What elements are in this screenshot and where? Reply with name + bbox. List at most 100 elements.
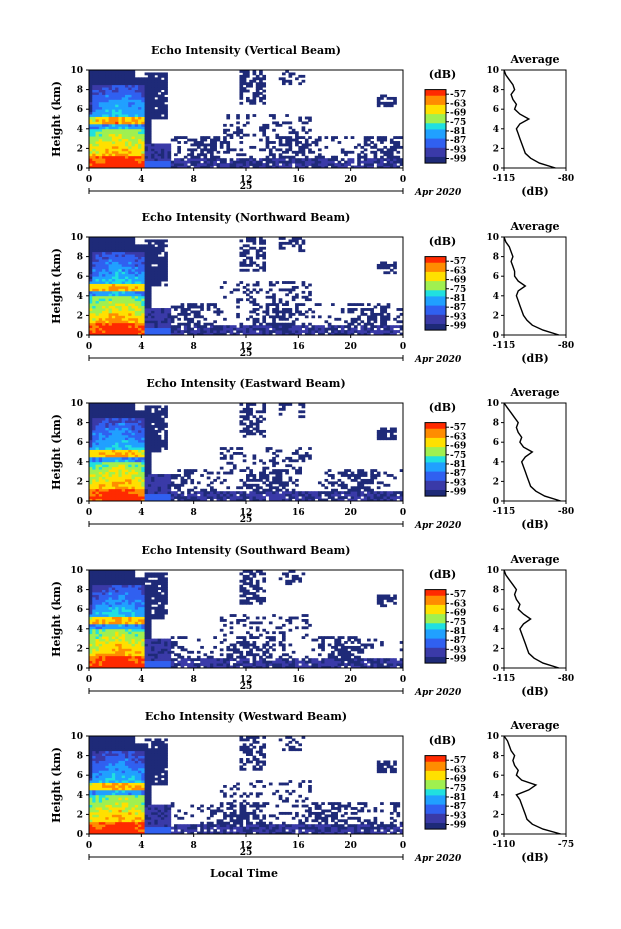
heatmap-cell <box>111 405 116 409</box>
heatmap-cell <box>154 251 159 255</box>
heatmap-cell <box>108 133 113 137</box>
colorbar-band <box>425 98 446 103</box>
heatmap-cell <box>98 298 103 302</box>
heatmap-cell <box>105 143 110 147</box>
heatmap-cell <box>102 136 106 139</box>
heatmap-cell <box>134 308 139 311</box>
heatmap-cell <box>98 427 103 431</box>
x-tick-label: 12 <box>240 175 253 185</box>
heatmap-cell <box>134 327 139 331</box>
average-y-tick-label: 10 <box>486 66 499 76</box>
heatmap-cell <box>177 332 181 336</box>
heatmap-cell <box>92 293 96 297</box>
heatmap-cell <box>141 303 145 306</box>
heatmap-cell <box>111 498 116 502</box>
heatmap-cell <box>236 165 240 169</box>
heatmap-cell <box>396 143 401 147</box>
heatmap-cell <box>275 486 280 490</box>
heatmap-cell <box>102 155 106 159</box>
heatmap-cell <box>128 310 132 314</box>
heatmap-cell <box>275 312 280 316</box>
heatmap-cell <box>252 237 257 240</box>
heatmap-cell <box>102 290 106 294</box>
heatmap-cell <box>154 150 159 154</box>
heatmap-cell <box>128 136 132 139</box>
heatmap-cell <box>134 493 139 497</box>
heatmap-cell <box>124 432 129 436</box>
heatmap-cell <box>193 138 198 142</box>
heatmap-cell <box>272 317 276 321</box>
heatmap-cell <box>102 237 106 240</box>
colorbar-band <box>425 320 446 325</box>
heatmap-cell <box>157 82 162 86</box>
heatmap-cell <box>167 332 172 336</box>
heatmap-cell <box>128 471 132 475</box>
heatmap-cell <box>95 456 100 460</box>
heatmap-cell <box>98 415 103 419</box>
average-title: Average <box>509 220 559 233</box>
heatmap-cell <box>115 261 119 265</box>
heatmap-cell <box>272 461 276 465</box>
heatmap-cell <box>281 150 286 154</box>
heatmap-cell <box>151 87 155 90</box>
heatmap-cell <box>200 488 204 492</box>
heatmap-cell <box>386 312 391 316</box>
heatmap-cell <box>144 72 149 76</box>
heatmap-cell <box>206 136 211 139</box>
heatmap-cell <box>213 491 217 495</box>
heatmap-cell <box>111 317 116 321</box>
heatmap-cell <box>223 295 227 299</box>
heatmap-cell <box>95 303 100 306</box>
heatmap-cell <box>89 601 93 605</box>
heatmap-cell <box>128 128 132 132</box>
heatmap-cell <box>118 128 123 132</box>
heatmap-cell <box>288 131 293 135</box>
heatmap-cell <box>206 158 211 162</box>
heatmap-cell <box>141 447 145 450</box>
heatmap-cell <box>376 266 381 270</box>
heatmap-cell <box>92 312 96 316</box>
heatmap-cell <box>144 447 149 450</box>
heatmap-cell <box>151 427 155 431</box>
heatmap-cell <box>353 303 358 306</box>
heatmap-cell <box>393 429 397 433</box>
heatmap-cell <box>121 119 126 122</box>
heatmap-cell <box>285 469 289 472</box>
heatmap-cell <box>144 79 149 83</box>
heatmap-cell <box>376 434 381 438</box>
heatmap-cell <box>187 160 191 164</box>
heatmap-cell <box>108 155 113 159</box>
heatmap-cell <box>121 469 126 472</box>
heatmap-cell <box>105 332 110 336</box>
heatmap-cell <box>236 452 240 455</box>
heatmap-cell <box>281 498 286 502</box>
heatmap-cell <box>327 158 332 162</box>
heatmap-cell <box>134 417 139 421</box>
heatmap-cell <box>242 89 247 93</box>
heatmap-cell <box>121 239 126 243</box>
heatmap-cell <box>272 308 276 311</box>
heatmap-cell <box>311 163 316 166</box>
heatmap-cell <box>108 239 113 243</box>
heatmap-cell <box>190 305 195 309</box>
heatmap-cell <box>98 136 103 139</box>
heatmap-cell <box>128 444 132 448</box>
heatmap-cell <box>268 283 273 287</box>
heatmap-cell <box>141 410 145 414</box>
heatmap-cell <box>278 469 283 472</box>
heatmap-cell <box>193 312 198 316</box>
heatmap-cell <box>105 300 110 304</box>
heatmap-cell <box>314 163 319 166</box>
heatmap-cell <box>272 158 276 162</box>
heatmap-cell <box>141 444 145 448</box>
heatmap-cell <box>141 87 145 90</box>
y-tick-label: 4 <box>77 125 83 135</box>
heatmap-cell <box>239 92 244 95</box>
heatmap-cell <box>255 256 260 260</box>
heatmap-cell <box>128 486 132 490</box>
heatmap-cell <box>111 444 116 448</box>
heatmap-cell <box>118 308 123 311</box>
heatmap-cell <box>357 165 361 169</box>
heatmap-cell <box>92 286 96 289</box>
heatmap-cell <box>252 303 257 306</box>
